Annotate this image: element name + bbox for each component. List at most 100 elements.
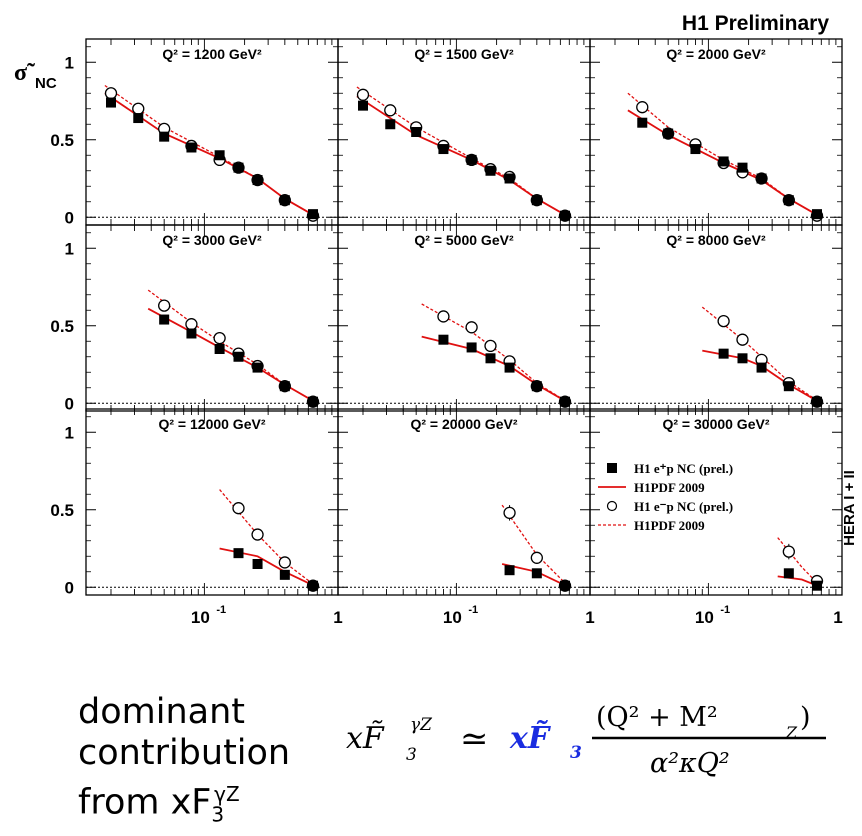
data-point-eplus [105, 97, 116, 108]
panel-frame [85, 38, 339, 226]
data-point-eplus [531, 568, 542, 579]
data-point-eminus [484, 339, 497, 353]
data-point-eplus [690, 144, 701, 155]
data-point-eplus [560, 210, 571, 221]
x-tick-label-group: 10 -1 1 [443, 604, 595, 627]
x-tick-label: 10 [191, 608, 210, 627]
fit-curve-eminus [421, 303, 570, 404]
data-point-eplus [812, 209, 823, 220]
formula-lhs-sub: 3 [406, 745, 417, 765]
data-point-eminus [213, 331, 226, 345]
data-point-eplus [812, 580, 823, 591]
y-tick-label: 0.5 [50, 317, 74, 336]
legend-marker-square [607, 463, 617, 473]
data-point-eplus [159, 314, 170, 325]
y-tick-label: 0.5 [50, 501, 74, 520]
data-point-eplus [531, 195, 542, 206]
x-tick-label-group: 10 -1 1 [191, 604, 343, 627]
caption-line-3: from xF3γZ [78, 774, 290, 836]
data-point-eplus [279, 195, 290, 206]
data-point-eplus [214, 344, 225, 354]
data-point-eplus [233, 162, 244, 173]
formula-numerator: (Q² + M² [596, 702, 718, 733]
panels-grid: Q² = 1200 GeV² 0 0.5 1 Q² = 1500 GeV² Q² = 20… [50, 38, 843, 627]
data-point-eminus [636, 101, 649, 114]
data-point-eplus [756, 173, 767, 184]
legend-label: H1 e⁺p NC (prel.) [634, 461, 733, 476]
fit-curve-eminus [147, 289, 318, 404]
caption-line-2: contribution [78, 733, 291, 773]
data-point-eplus [186, 142, 197, 153]
panel-title: Q² = 3000 GeV² [162, 232, 262, 248]
data-point-eplus [186, 328, 197, 339]
x-tick-label-exponent: -1 [468, 604, 478, 616]
legend-label: H1 e⁻p NC (prel.) [634, 499, 733, 514]
formula-numerator-close: ) [800, 702, 811, 733]
panel-frame [589, 38, 843, 226]
data-point-eplus [560, 396, 571, 407]
data-point-eminus [736, 333, 749, 346]
data-point-eplus [812, 396, 823, 407]
panel-title: Q² = 1200 GeV² [162, 46, 262, 62]
panel-title: Q² = 12000 GeV² [158, 416, 265, 432]
data-point-eminus [356, 88, 370, 101]
data-point-eminus [782, 545, 795, 558]
data-point-eplus [783, 195, 794, 206]
data-point-eminus [530, 551, 543, 564]
y-tick-label: 0.5 [50, 131, 74, 150]
caption-sup: γZ [214, 782, 240, 806]
data-point-eplus [663, 128, 674, 139]
panel-frame [589, 224, 843, 412]
legend-item: H1PDF 2009 [598, 480, 705, 495]
data-point-eplus [560, 580, 571, 591]
formula-approx: ≃ [460, 719, 489, 759]
data-point-eplus [385, 119, 396, 130]
data-point-eplus [233, 548, 244, 559]
y-tick-label: 1 [65, 53, 74, 72]
formula-rhs-blue-sub: 3 [570, 743, 582, 763]
x-tick-label-group: 10 -1 1 [695, 604, 843, 627]
data-point-eplus [252, 559, 263, 569]
data-point-eminus [185, 318, 198, 331]
y-tick-label: 0 [65, 208, 74, 227]
panel-title: Q² = 30000 GeV² [662, 416, 769, 432]
data-point-eplus [718, 348, 729, 359]
x-tick-label-exponent: -1 [216, 604, 226, 616]
panel-q2-30000: Q² = 30000 GeV² [589, 408, 843, 596]
panel-frame [337, 38, 591, 226]
x-tick-label: 10 [695, 608, 714, 627]
formula: xF̃ γZ 3 ≃ xF̃ 3 (Q² + M² Z ) α²κQ² [346, 702, 826, 779]
caption-sub: 3 [211, 802, 225, 827]
data-point-eplus [159, 131, 170, 142]
data-point-eplus [252, 175, 263, 186]
data-point-eminus [278, 556, 291, 569]
data-point-eplus [718, 156, 729, 167]
panel-q2-2000: Q² = 2000 GeV² [589, 38, 843, 226]
legend: H1 e⁺p NC (prel.) H1PDF 2009 H1 e⁻p NC (pr… [598, 461, 733, 533]
data-point-eminus [104, 87, 118, 100]
data-point-eminus [251, 528, 264, 541]
panel-q2-3000: Q² = 3000 GeV² 0 0.5 1 [50, 224, 339, 413]
panel-q2-1200: Q² = 1200 GeV² 0 0.5 1 [50, 38, 339, 227]
data-point-eplus [438, 144, 449, 155]
legend-marker-circle [606, 500, 618, 512]
hera-label: HERA I + II [841, 470, 858, 546]
data-point-eplus [233, 351, 244, 362]
data-point-eplus [504, 565, 515, 576]
x-tick-label: 1 [585, 608, 594, 627]
data-point-eminus [132, 102, 145, 115]
data-point-eminus [384, 104, 397, 117]
h1-preliminary-label: H1 Preliminary [682, 12, 829, 35]
x-tick-label: 10 [443, 608, 462, 627]
data-point-eplus [133, 113, 144, 124]
x-tick-label: 1 [833, 608, 842, 627]
legend-label: H1PDF 2009 [634, 518, 705, 533]
panel-title: Q² = 5000 GeV² [414, 232, 514, 248]
data-point-eminus [465, 321, 478, 334]
x-tick-label: 1 [333, 608, 342, 627]
formula-rhs-blue: xF̃ [509, 721, 552, 756]
data-point-eplus [485, 165, 496, 176]
data-point-eplus [485, 353, 496, 364]
y-tick-label: 1 [65, 423, 74, 442]
data-point-eplus [308, 580, 319, 591]
